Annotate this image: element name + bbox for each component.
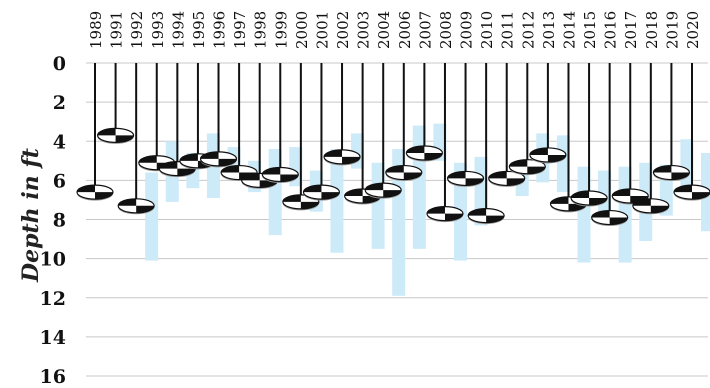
x-tick-2011: 2011 <box>499 11 517 49</box>
marker-2008 <box>426 206 464 223</box>
x-tick-1991: 1991 <box>108 11 126 49</box>
x-tick-2019: 2019 <box>663 11 681 49</box>
marker-2010 <box>467 207 505 225</box>
marker-1999 <box>261 166 299 184</box>
marker-2016 <box>591 209 629 227</box>
x-tick-2012: 2012 <box>519 11 537 49</box>
range-bar-2001 <box>330 149 344 253</box>
x-tick-labels: 1989 1991 1992 1993 1994 1995 1996 1997 1998 1999… <box>87 11 702 49</box>
y-axis-label: Depth in ft <box>18 148 44 283</box>
x-tick-2015: 2015 <box>581 11 599 49</box>
x-tick-2013: 2013 <box>540 11 558 49</box>
range-bar-1992 <box>145 172 159 261</box>
x-tick-2018: 2018 <box>643 11 661 49</box>
x-tick-2001: 2001 <box>313 11 331 49</box>
marker-1992 <box>117 198 155 215</box>
y-tick-2: 2 <box>53 92 66 114</box>
x-tick-2000: 2000 <box>293 11 311 49</box>
marker-1991 <box>96 127 135 144</box>
y-tick-labels: 0 2 4 6 8 10 12 14 16 <box>40 53 66 388</box>
y-tick-14: 14 <box>40 327 66 349</box>
marker-2018 <box>632 198 670 215</box>
y-tick-10: 10 <box>40 249 66 271</box>
marker-2001 <box>302 184 341 201</box>
x-tick-1993: 1993 <box>149 11 167 49</box>
x-tick-2008: 2008 <box>437 11 455 49</box>
marker-2013 <box>529 147 567 164</box>
x-tick-2010: 2010 <box>478 11 496 49</box>
depth-markers <box>76 127 710 227</box>
x-tick-2002: 2002 <box>334 11 352 49</box>
marker-2015 <box>570 190 608 207</box>
x-tick-2020: 2020 <box>684 11 702 49</box>
x-tick-2004: 2004 <box>375 11 393 49</box>
x-tick-2007: 2007 <box>416 11 434 49</box>
y-tick-12: 12 <box>40 288 66 310</box>
x-tick-2003: 2003 <box>355 11 373 49</box>
x-tick-2006: 2006 <box>396 11 414 49</box>
y-tick-8: 8 <box>53 210 66 232</box>
x-tick-1997: 1997 <box>231 11 249 49</box>
marker-2002 <box>323 149 361 166</box>
x-tick-2017: 2017 <box>622 11 640 49</box>
y-tick-4: 4 <box>53 131 66 153</box>
marker-2011 <box>488 170 526 187</box>
marker-2012 <box>508 159 546 176</box>
marker-2006 <box>385 164 423 182</box>
y-tick-0: 0 <box>53 53 66 75</box>
x-tick-1995: 1995 <box>190 11 208 49</box>
marker-stems <box>94 63 693 218</box>
marker-1996 <box>199 151 238 168</box>
y-tick-6: 6 <box>53 170 66 192</box>
x-tick-1998: 1998 <box>252 11 270 49</box>
marker-2007 <box>405 145 443 162</box>
x-tick-1989: 1989 <box>87 11 105 49</box>
marker-1989 <box>76 184 114 201</box>
x-tick-1992: 1992 <box>128 11 146 49</box>
x-tick-1999: 1999 <box>272 11 290 49</box>
marker-2004 <box>364 182 402 199</box>
x-tick-1994: 1994 <box>169 11 187 49</box>
y-tick-16: 16 <box>40 366 66 388</box>
x-tick-2014: 2014 <box>560 11 578 49</box>
marker-2019 <box>652 164 691 182</box>
x-tick-2016: 2016 <box>602 11 620 49</box>
x-tick-2009: 2009 <box>458 11 476 49</box>
marker-2009 <box>446 170 485 187</box>
marker-2020 <box>673 184 710 201</box>
x-tick-1996: 1996 <box>211 11 229 49</box>
